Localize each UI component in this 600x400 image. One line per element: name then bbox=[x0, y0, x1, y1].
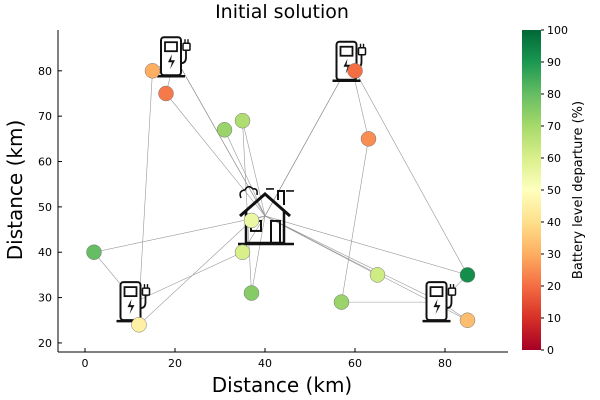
colorbar-tick-label: 30 bbox=[547, 248, 561, 261]
customer-point bbox=[243, 285, 260, 301]
route-line bbox=[165, 56, 266, 217]
colorbar: 0 10 20 30 40 50 60 70 80 90 100 bbox=[522, 24, 568, 357]
customer-point bbox=[459, 312, 476, 329]
y-tick-label: 80 bbox=[38, 65, 52, 78]
customer-point bbox=[216, 122, 233, 138]
y-tick-label: 60 bbox=[38, 156, 52, 169]
colorbar-title: Battery level departure (%) bbox=[571, 101, 586, 279]
charging-station-icon bbox=[157, 36, 191, 78]
colorbar-tick-label: 40 bbox=[547, 216, 561, 229]
customer-point bbox=[131, 317, 147, 333]
charging-station-icon bbox=[422, 281, 457, 323]
customer-point bbox=[234, 244, 251, 260]
colorbar-tick-label: 60 bbox=[547, 152, 561, 165]
colorbar-tick-label: 20 bbox=[547, 280, 561, 293]
x-axis-title: Distance (km) bbox=[212, 373, 352, 397]
x-axis-ticks: 0 20 40 60 80 bbox=[82, 348, 452, 370]
y-tick-label: 20 bbox=[38, 337, 52, 350]
colorbar-tick-label: 100 bbox=[547, 24, 568, 37]
y-axis-ticks: 20 30 40 50 60 70 80 bbox=[38, 65, 62, 350]
route-line bbox=[264, 61, 469, 276]
customer-points bbox=[86, 63, 476, 333]
customer-point bbox=[243, 212, 260, 229]
colorbar-tick-label: 0 bbox=[547, 344, 554, 357]
x-tick-label: 0 bbox=[82, 357, 89, 370]
y-tick-label: 70 bbox=[38, 110, 52, 123]
customer-point bbox=[158, 85, 174, 102]
customer-point bbox=[347, 63, 363, 79]
colorbar-tick-label: 50 bbox=[547, 184, 561, 197]
x-tick-label: 20 bbox=[168, 357, 182, 370]
customer-point bbox=[333, 294, 350, 310]
colorbar-tick-label: 90 bbox=[547, 56, 561, 69]
route-line bbox=[242, 120, 266, 294]
customer-point bbox=[459, 267, 476, 283]
customer-point bbox=[369, 267, 386, 283]
route-line bbox=[224, 129, 266, 217]
map-icons bbox=[116, 36, 457, 323]
y-tick-label: 40 bbox=[38, 246, 52, 259]
route-line bbox=[264, 215, 468, 321]
x-tick-label: 60 bbox=[348, 357, 362, 370]
colorbar-tick-label: 10 bbox=[547, 312, 561, 325]
y-tick-label: 30 bbox=[38, 292, 52, 305]
colorbar-tick-label: 80 bbox=[547, 88, 561, 101]
route-line bbox=[93, 56, 266, 308]
colorbar-gradient bbox=[522, 30, 541, 350]
customer-point bbox=[360, 131, 377, 147]
y-tick-label: 50 bbox=[38, 201, 52, 214]
plot-axes bbox=[57, 30, 508, 353]
colorbar-tick-label: 70 bbox=[547, 120, 561, 133]
chart-title: Initial solution bbox=[215, 1, 349, 23]
customer-point bbox=[234, 112, 251, 129]
x-tick-label: 40 bbox=[258, 357, 272, 370]
charging-station-icon bbox=[116, 281, 151, 323]
y-axis-title: Distance (km) bbox=[3, 120, 27, 260]
customer-point bbox=[144, 63, 161, 79]
x-tick-label: 80 bbox=[438, 357, 452, 370]
customer-point bbox=[86, 244, 102, 260]
